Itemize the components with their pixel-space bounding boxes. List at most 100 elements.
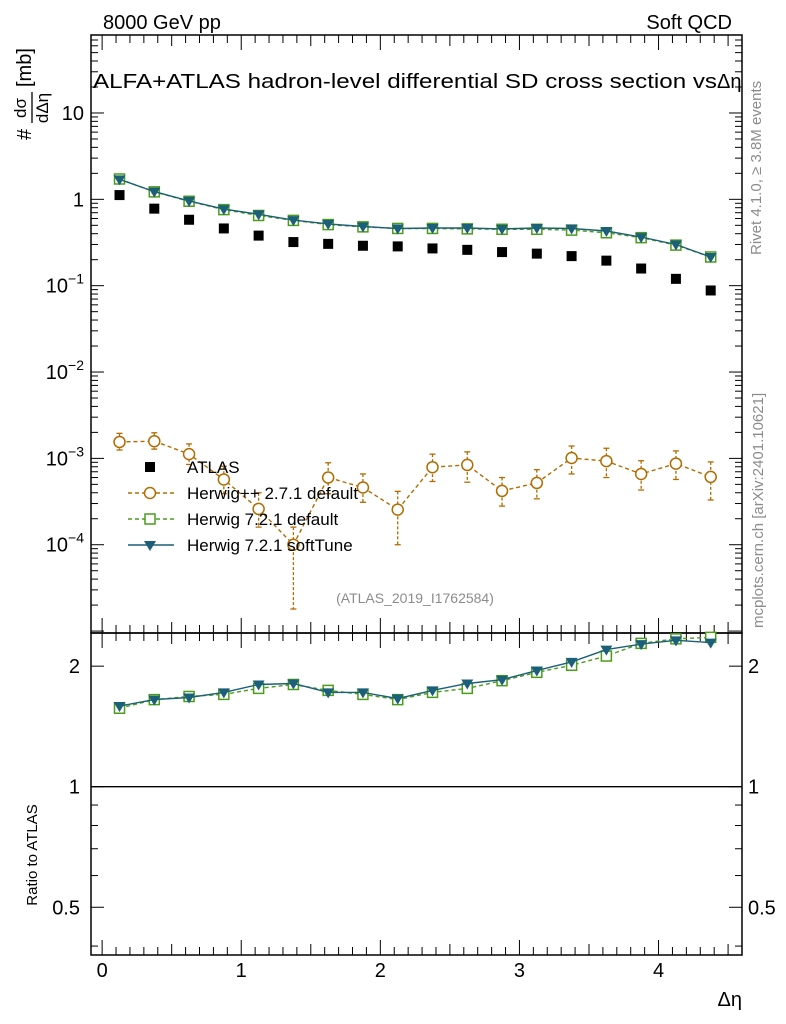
data-point [288,237,299,248]
x-axis-label: Δη [718,989,742,1011]
series-line [119,178,711,258]
data-point [495,484,509,498]
data-point [287,679,300,690]
main-ytick-label: 1 [73,189,84,211]
legend-label: Herwig 7.2.1 default [187,510,338,529]
data-point [113,435,126,449]
data-point [669,240,682,251]
data-point [670,273,681,284]
data-point [635,233,648,244]
data-point [149,203,160,214]
data-point [426,460,439,474]
data-point [636,263,647,274]
xtick-label: 1 [236,960,247,982]
data-point [217,688,230,699]
mcplots-label: mcplots.cern.ch [arXiv:2401.10621] [750,393,767,628]
data-point [287,538,300,551]
legend-label: Herwig++ 2.7.1 default [187,484,358,503]
main-ytick-exp: −1 [68,271,84,287]
xtick-label: 4 [653,960,664,982]
legend-label: ATLAS [187,458,240,477]
main-ytick-base: 10 [46,362,68,384]
data-point [635,640,648,651]
data-point [183,693,196,704]
main-ytick-base: 10 [46,448,68,470]
legend-item-atlas: ATLAS [145,458,240,477]
data-point [391,503,404,516]
main-ytick-exp: −4 [68,530,84,546]
legend-item-herwig-2-7-1-default: Herwig++ 2.7.1 default [128,484,358,503]
ylabel-numerator: dσ [11,98,30,118]
main-ytick-base: 10 [46,535,68,557]
data-point [565,224,578,235]
data-point [669,457,683,470]
series-herwig-7-2-1-softtune [113,175,717,263]
data-point [530,224,543,235]
data-point [669,636,682,647]
data-point [184,214,195,225]
data-point [113,175,126,186]
plot-title: ALFA+ATLAS hadron-level differential SD … [93,71,717,93]
ratio-series-layer [113,631,717,715]
ratio-ytick-label-right: 0.5 [748,897,776,919]
data-point [531,248,542,259]
data-point [183,196,196,207]
data-point [218,223,229,234]
data-point [356,688,369,699]
xtick-label: 3 [514,960,525,982]
ratio-ytick-label-left: 0.5 [52,897,80,919]
data-point [704,638,717,649]
data-point [530,666,543,677]
legend-item-herwig-7-2-1-softtune: Herwig 7.2.1 softTune [128,536,353,555]
main-ytick-label: 10−3 [46,443,84,470]
legend-marker [144,541,156,551]
data-point [321,471,335,484]
data-point [323,238,334,249]
ylabel-denominator: dΔη [33,93,52,123]
data-point [113,702,126,713]
data-point [148,434,161,448]
series-line [119,636,711,709]
ratio-ytick-label-left: 1 [69,777,80,799]
data-point [217,205,230,216]
series-herwig-7-2-1-softtune [113,636,717,713]
plot-title-symbol: Δη [717,71,741,93]
data-point [600,226,613,237]
series-line [119,178,711,258]
main-ytick-label: 10−2 [46,357,84,384]
data-point [530,476,544,490]
main-ylabel: # dσ dΔη [mb] [11,48,52,140]
xtick-label: 2 [375,960,386,982]
legend-marker [144,513,156,525]
data-point [253,230,264,241]
main-ytick-exp: −2 [68,357,84,373]
data-point [182,447,196,461]
legend-item-herwig-7-2-1-default: Herwig 7.2.1 default [128,510,338,529]
ratio-axis-ticks: 0 1 2 3 4 0.5 0.5 1 1 2 2 [52,633,776,982]
data-point [600,645,613,656]
legend: ATLAS Herwig++ 2.7.1 default Herwig 7.2.1 … [128,458,358,555]
data-point [322,688,335,699]
data-point [356,481,370,494]
data-point [148,187,161,198]
header-left: 8000 GeV pp [103,12,221,34]
data-point [357,240,368,251]
xtick-label: 0 [97,960,108,982]
data-point [252,210,265,221]
data-point [427,243,438,254]
header-right: Soft QCD [646,12,732,34]
data-point [566,251,577,262]
data-point [392,241,403,252]
data-point [356,222,369,233]
data-point [461,679,474,690]
rivet-label: Rivet 4.1.0, ≥ 3.8M events [748,81,765,255]
ylabel-hash: # [14,128,36,140]
data-point [496,675,509,686]
data-point [565,451,578,465]
main-ytick-label: 10−4 [46,530,84,557]
ratio-ytick-label-right: 2 [748,656,759,678]
data-point [252,680,265,691]
series-atlas [114,190,716,296]
ratio-ytick-label-left: 2 [69,656,80,678]
